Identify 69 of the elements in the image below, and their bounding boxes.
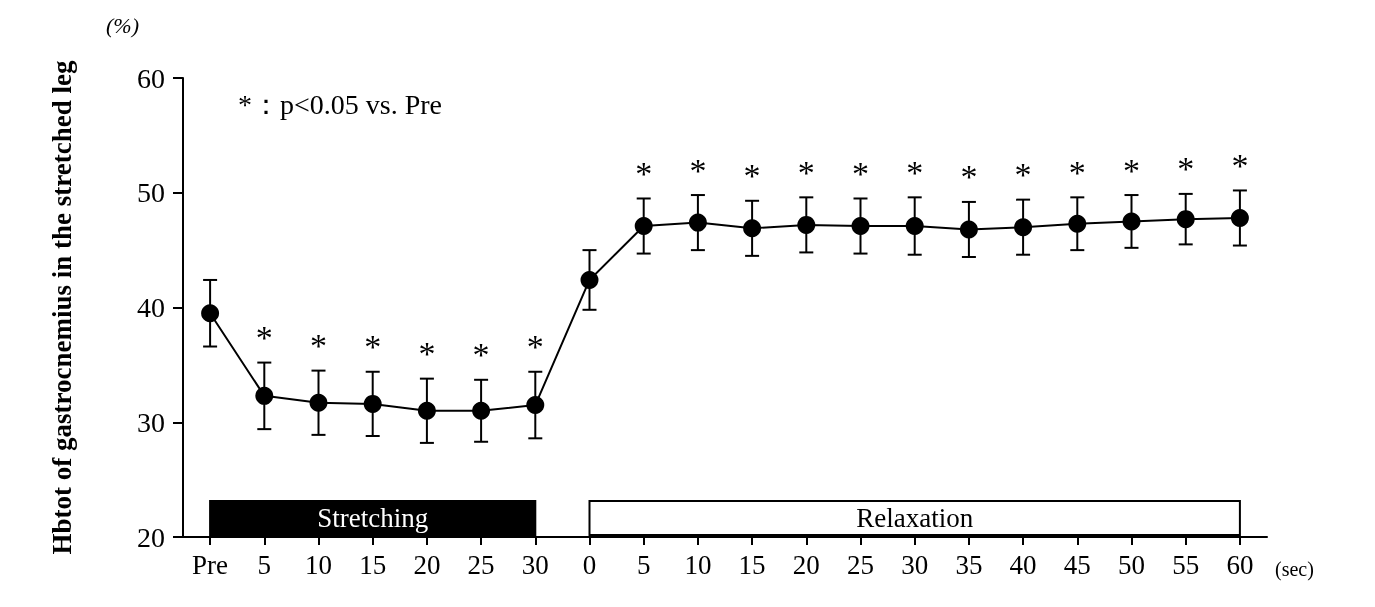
x-tick-label: 20 [413, 549, 441, 580]
y-tick-label: 30 [137, 406, 165, 438]
x-tick-label: 50 [1118, 549, 1145, 580]
point [1014, 218, 1033, 237]
point [580, 270, 599, 289]
data-label: * [1068, 153, 1086, 191]
data-label: * [960, 158, 978, 196]
x-tick-label: 60 [1226, 549, 1254, 580]
y-tick-label: 50 [137, 177, 165, 209]
x-tick-label: 5 [257, 549, 272, 580]
data-label: * [1177, 150, 1195, 188]
x-tick-label: 45 [1063, 549, 1091, 580]
x-tick-label: 30 [901, 549, 929, 580]
data-label: * [310, 327, 327, 365]
data-label: * [743, 157, 761, 195]
point [201, 304, 220, 323]
data-label: * [526, 328, 544, 366]
data-label: * [797, 153, 815, 191]
data-label: * [1231, 146, 1249, 184]
point [905, 217, 924, 236]
x-tick-label: 15 [738, 549, 766, 580]
text: (%) [106, 12, 139, 38]
x-tick-label: 5 [636, 549, 651, 580]
point [1122, 212, 1141, 231]
y-tick-label: 60 [137, 62, 165, 94]
point [255, 386, 274, 405]
data-label: * [472, 336, 490, 374]
point [1176, 210, 1195, 229]
band-label: Relaxation [856, 503, 974, 533]
data-label: * [1014, 156, 1032, 194]
x-tick-label: 10 [684, 549, 712, 580]
x-tick-label: 20 [792, 549, 820, 580]
point [743, 219, 762, 238]
x-tick-label: 55 [1172, 549, 1200, 580]
x-tick-label: 35 [955, 549, 983, 580]
y-tick-label: 40 [137, 292, 165, 323]
band-label: Stretching [317, 503, 429, 533]
point [959, 220, 978, 239]
x-tick-label: 25 [847, 549, 874, 580]
data-label: * [689, 151, 707, 189]
y-axis-title: Hbtot of gastrocnemius in the stretched leg [47, 60, 77, 555]
x-tick-label: Pre [192, 549, 229, 580]
point [634, 217, 653, 236]
point [851, 217, 870, 236]
x-tick-label: 25 [467, 549, 495, 580]
point [472, 401, 491, 420]
point [1230, 209, 1249, 227]
point [363, 394, 382, 413]
data-label: * [255, 319, 273, 357]
point [526, 396, 545, 415]
point [417, 401, 436, 420]
data-label: * [635, 154, 653, 192]
point [688, 213, 707, 232]
point [309, 393, 328, 412]
point [797, 215, 816, 234]
x-tick-label: 40 [1009, 549, 1037, 580]
data-label: * [1123, 151, 1140, 189]
x-tick-label: 15 [359, 549, 387, 580]
y-tick-label: 20 [137, 521, 165, 553]
data-label: * [364, 328, 382, 366]
x-tick-label: 10 [305, 549, 332, 580]
x-tick-label: 0 [582, 549, 597, 580]
data-label: * [906, 153, 924, 191]
x-axis-title: (sec) [1275, 558, 1314, 581]
x-tick-label: 30 [521, 549, 549, 580]
data-label: * [852, 154, 869, 192]
data-label: * [418, 335, 436, 373]
point [1068, 214, 1087, 233]
annotation: *：p<0.05 vs. Pre [238, 88, 443, 120]
